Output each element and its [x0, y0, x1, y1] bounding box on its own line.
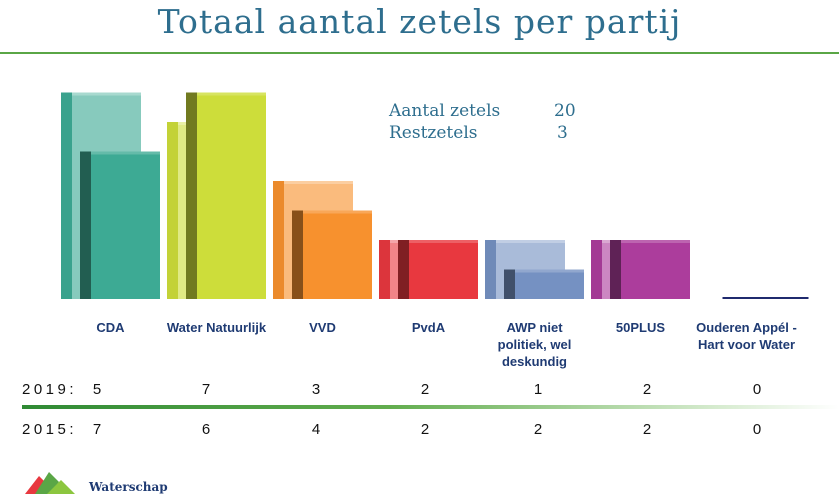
bar-5-2015-side [591, 240, 602, 299]
bar-6-2019 [722, 297, 809, 299]
seats-2019-value: 2 [642, 381, 652, 398]
seats-2019-value: 0 [752, 381, 762, 398]
page-title: Totaal aantal zetels per partij [157, 2, 682, 41]
bar-1-2019-top [197, 92, 266, 96]
category-label-line: PvdA [411, 320, 446, 335]
bar-2-2015-top [284, 181, 353, 184]
seats-label: Aantal zetels [389, 101, 501, 121]
logo-text: Waterschap [89, 480, 168, 494]
bar-0-2019 [91, 151, 160, 299]
seats-row: Aantal zetels 20 [389, 100, 579, 122]
results-row-2019: 2019: 5 7 3 2 1 2 0 [0, 381, 839, 403]
category-label: AWP niet politiek, wel deskundig [475, 319, 595, 370]
category-label-line: Ouderen Appél - [696, 320, 797, 335]
category-label: PvdA [369, 319, 489, 336]
category-label: 50PLUS [581, 319, 701, 336]
bar-5-2019-side [610, 240, 621, 299]
bar-2-2019-side [292, 210, 303, 299]
bar-3-2019-side [398, 240, 409, 299]
bar-0-2015-top [72, 92, 141, 96]
category-label: VVD [263, 319, 383, 336]
seats-2019-value: 5 [92, 381, 102, 398]
bar-1-2019-side [186, 92, 197, 299]
seats-2019-value: 7 [201, 381, 211, 398]
seats-2015-value: 4 [311, 421, 321, 438]
category-label: Ouderen Appél - Hart voor Water [687, 319, 807, 353]
bar-0-2019-top [91, 151, 160, 155]
title-divider [0, 52, 839, 54]
category-label: CDA [51, 319, 171, 336]
seats-2015-value: 2 [642, 421, 652, 438]
bar-2-2015-side [273, 181, 284, 299]
bar-1-2019 [197, 92, 266, 299]
bar-4-2019 [515, 269, 584, 299]
seats-2015-value: 7 [92, 421, 102, 438]
seats-2015-value: 0 [752, 421, 762, 438]
waterschap-logo: Waterschap [25, 468, 168, 494]
bar-4-2019-top [515, 269, 584, 273]
category-label: Water Natuurlijk [157, 319, 277, 336]
bar-0-2015-side [61, 92, 72, 299]
category-label-line: CDA [96, 320, 125, 335]
seats-2019-value: 3 [311, 381, 321, 398]
bar-1-2015-side [167, 122, 178, 299]
year-label-2015: 2015: [22, 421, 78, 438]
bar-2-2019 [303, 210, 372, 299]
bar-2-2019-top [303, 210, 372, 214]
results-row-2015: 2015: 7 6 4 2 2 2 0 [0, 421, 839, 443]
rest-seats-row: Restzetels 3 [389, 122, 579, 144]
bar-3-2015-side [379, 240, 390, 299]
rest-seats-value: 3 [557, 123, 568, 143]
seats-2015-value: 2 [420, 421, 430, 438]
seats-2015-value: 2 [533, 421, 543, 438]
bar-0-2019-side [80, 151, 91, 299]
bar-5-2019 [621, 240, 690, 299]
category-label-line: AWP niet [506, 320, 563, 335]
seats-2019-value: 2 [420, 381, 430, 398]
year-label-2019: 2019: [22, 381, 78, 398]
bar-4-2015-top [496, 240, 565, 243]
category-label-line: 50PLUS [615, 320, 666, 335]
category-label-line: Hart voor Water [697, 337, 796, 352]
logo-mark-icon [25, 472, 75, 494]
category-label-line: deskundig [501, 354, 567, 369]
bar-4-2019-side [504, 269, 515, 299]
seats-value: 20 [554, 101, 576, 121]
bar-3-2019 [409, 240, 478, 299]
seats-2015-value: 6 [201, 421, 211, 438]
bar-4-2015-side [485, 240, 496, 299]
bar-chart [61, 92, 809, 299]
category-label-line: VVD [309, 320, 336, 335]
seat-info-box: Aantal zetels 20 Restzetels 3 [389, 100, 579, 144]
bar-5-2019-top [621, 240, 690, 243]
category-label-line: Water Natuurlijk [166, 320, 267, 335]
category-label-line: politiek, wel [497, 337, 572, 352]
bar-3-2019-top [409, 240, 478, 243]
seats-2019-value: 1 [533, 381, 543, 398]
rest-seats-label: Restzetels [389, 123, 478, 143]
results-divider [22, 405, 839, 409]
